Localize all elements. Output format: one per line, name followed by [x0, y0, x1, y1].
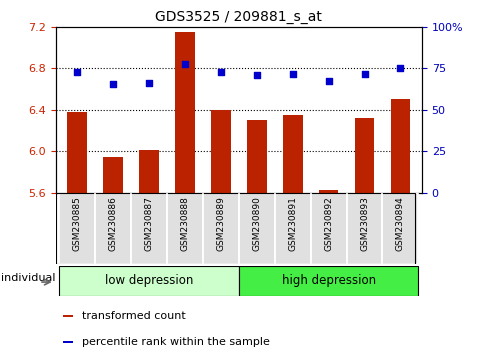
FancyBboxPatch shape: [95, 193, 131, 264]
FancyBboxPatch shape: [382, 193, 418, 264]
Text: transformed count: transformed count: [82, 311, 186, 321]
Point: [181, 61, 188, 67]
Text: GSM230889: GSM230889: [216, 196, 225, 251]
Point: [145, 80, 152, 86]
Bar: [63, 341, 73, 343]
Text: high depression: high depression: [281, 274, 375, 287]
Point: [73, 69, 81, 75]
Point: [253, 73, 260, 78]
FancyBboxPatch shape: [310, 193, 346, 264]
FancyBboxPatch shape: [166, 193, 202, 264]
Bar: [390, 99, 409, 193]
FancyBboxPatch shape: [202, 193, 238, 264]
Bar: [211, 110, 230, 193]
Bar: [282, 115, 302, 193]
Text: GSM230893: GSM230893: [359, 196, 368, 251]
Text: percentile rank within the sample: percentile rank within the sample: [82, 337, 270, 347]
Point: [288, 72, 296, 77]
Bar: [246, 120, 266, 193]
FancyBboxPatch shape: [238, 266, 418, 296]
Text: GSM230885: GSM230885: [73, 196, 82, 251]
Text: GSM230888: GSM230888: [180, 196, 189, 251]
Point: [216, 69, 224, 75]
Text: GSM230887: GSM230887: [144, 196, 153, 251]
Title: GDS3525 / 209881_s_at: GDS3525 / 209881_s_at: [155, 10, 322, 24]
Point: [324, 78, 332, 84]
FancyBboxPatch shape: [131, 193, 166, 264]
FancyBboxPatch shape: [59, 266, 238, 296]
Bar: [139, 150, 159, 193]
Text: individual: individual: [1, 273, 56, 282]
Point: [396, 65, 404, 71]
Text: GSM230894: GSM230894: [395, 196, 404, 251]
Bar: [67, 112, 87, 193]
Text: GSM230886: GSM230886: [108, 196, 118, 251]
Bar: [318, 190, 338, 193]
Point: [360, 72, 368, 77]
Text: GSM230890: GSM230890: [252, 196, 261, 251]
Bar: [103, 156, 123, 193]
Bar: [63, 315, 73, 317]
Text: low depression: low depression: [105, 274, 193, 287]
Bar: [354, 118, 374, 193]
Point: [109, 81, 117, 87]
Bar: [175, 32, 195, 193]
Text: GSM230892: GSM230892: [323, 196, 333, 251]
FancyBboxPatch shape: [274, 193, 310, 264]
FancyBboxPatch shape: [59, 193, 95, 264]
Text: GSM230891: GSM230891: [287, 196, 297, 251]
FancyBboxPatch shape: [346, 193, 382, 264]
FancyBboxPatch shape: [238, 193, 274, 264]
